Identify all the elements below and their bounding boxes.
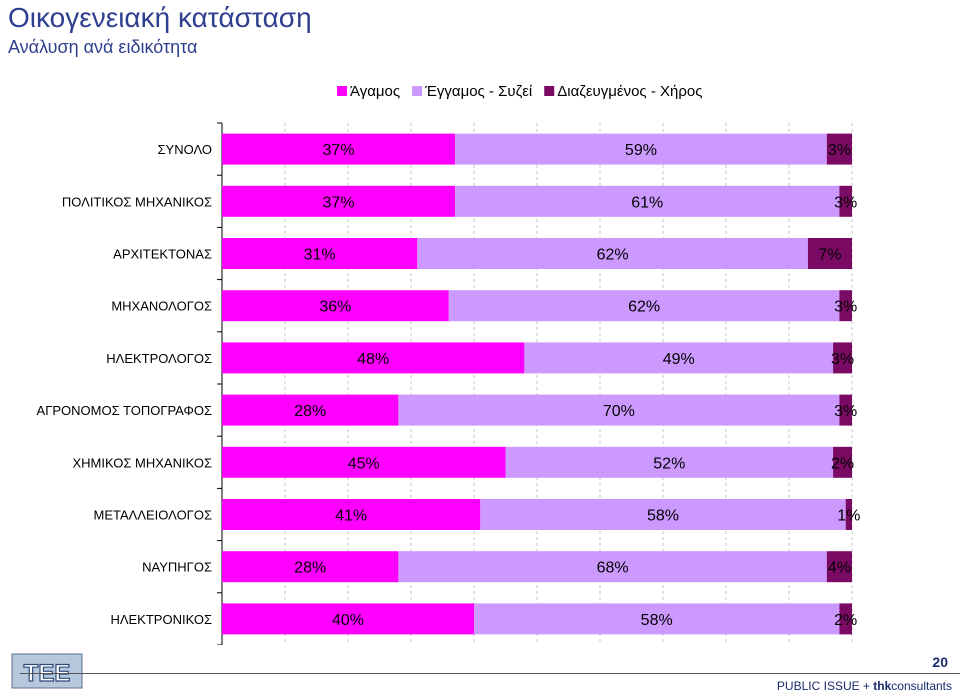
stacked-bar-chart: ΣΥΝΟΛΟ 37% 59% 3% ΠΟΛΙΤΙΚΟΣ ΜΗΧΑΝΙΚΟΣ 37% 61% 3… [37,83,860,645]
data-label: 1% [837,508,860,525]
category-label: ΜΗΧΑΝΟΛΟΓΟΣ [111,299,212,314]
data-label: 41% [335,508,367,525]
category-label: ΗΛΕΚΤΡΟΝΙΚΟΣ [110,612,212,627]
data-label: 58% [641,612,673,629]
data-label: 37% [323,142,355,159]
data-label: 62% [628,299,660,316]
bar-segment [222,342,525,374]
bar-segment [833,342,852,374]
legend-swatch [412,86,423,96]
bar-segment [839,185,852,217]
legend-label: Έγγαμος - Συζεί [424,83,533,100]
data-label: 31% [304,247,336,264]
data-label: 3% [834,403,857,420]
page-number: 20 [932,654,948,670]
data-label: 2% [831,455,854,472]
data-label: 49% [663,351,695,368]
footer-divider [20,673,960,674]
bar-segment [455,185,840,217]
data-label: 7% [818,247,841,264]
bar-segment [222,394,399,426]
bar-segment [807,238,852,269]
footer-brand-prefix: PUBLIC ISSUE + [776,679,874,693]
bar-segment [398,551,827,583]
data-label: 61% [631,194,663,211]
footer-brand-bold: thk [873,679,892,693]
footer-brand: PUBLIC ISSUE + thkconsultants [777,679,952,693]
bar-segment [833,446,852,478]
category-label: ΑΡΧΙΤΕΚΤΟΝΑΣ [113,247,212,262]
category-label: ΝΑΥΠΗΓΟΣ [142,560,212,575]
category-label: ΣΥΝΟΛΟ [158,142,213,157]
legend-swatch [337,86,347,96]
data-label: 3% [834,299,857,316]
bar-segment [826,133,852,165]
legend-swatch [544,86,555,96]
bar-segment [222,290,449,322]
page-title: Οικογενειακή κατάσταση [8,2,312,33]
bar-segment [839,603,852,635]
data-label: 62% [597,247,629,264]
category-label: ΧΗΜΙΚΟΣ ΜΗΧΑΝΙΚΟΣ [72,455,212,470]
bar-segment [222,185,456,217]
data-label: 37% [323,194,355,211]
bar-segment [222,238,418,269]
category-label: ΜΕΤΑΛΛΕΙΟΛΟΓΟΣ [93,508,212,523]
bar-segment [839,394,852,426]
bar-segment [222,499,481,530]
bar-segment [839,290,852,322]
bar-segment [524,342,834,374]
data-label: 28% [294,560,326,577]
bar-segment [505,446,834,478]
data-label: 4% [828,560,851,577]
data-label: 3% [834,194,857,211]
bar-segment [474,603,840,635]
data-label: 2% [834,612,857,629]
data-label: 48% [357,351,389,368]
bar-segment [480,499,846,530]
data-label: 36% [319,299,351,316]
data-label: 59% [625,142,657,159]
bar-segment [398,394,840,426]
data-label: 40% [332,612,364,629]
legend-label: Διαζευγμένος - Χήρος [557,83,702,100]
data-label: 70% [603,403,635,420]
bar-segment [222,603,474,635]
bar-segment [222,446,506,478]
page-subtitle: Ανάλυση ανά ειδικότητα [8,37,198,57]
bar-segment [222,133,456,165]
bar-segment [826,551,852,583]
category-label: ΗΛΕΚΤΡΟΛΟΓΟΣ [106,351,212,366]
bar-segment [448,290,840,322]
bar-segment [455,133,827,165]
data-label: 68% [597,560,629,577]
data-label: 3% [828,142,851,159]
category-label: ΑΓΡΟΝΟΜΟΣ ΤΟΠΟΓΡΑΦΟΣ [37,403,212,418]
bar-segment [845,499,852,530]
category-label: ΠΟΛΙΤΙΚΟΣ ΜΗΧΑΝΙΚΟΣ [62,194,212,209]
data-label: 28% [294,403,326,420]
data-label: 52% [653,455,685,472]
data-label: 3% [831,351,854,368]
tee-logo-icon: ΤΕΕ [11,653,83,689]
bar-segment [417,238,808,269]
footer-brand-suffix: consultants [891,679,952,693]
data-label: 58% [647,508,679,525]
bar-segment [222,551,399,583]
data-label: 45% [348,455,380,472]
legend-label: Άγαμος [350,83,400,100]
